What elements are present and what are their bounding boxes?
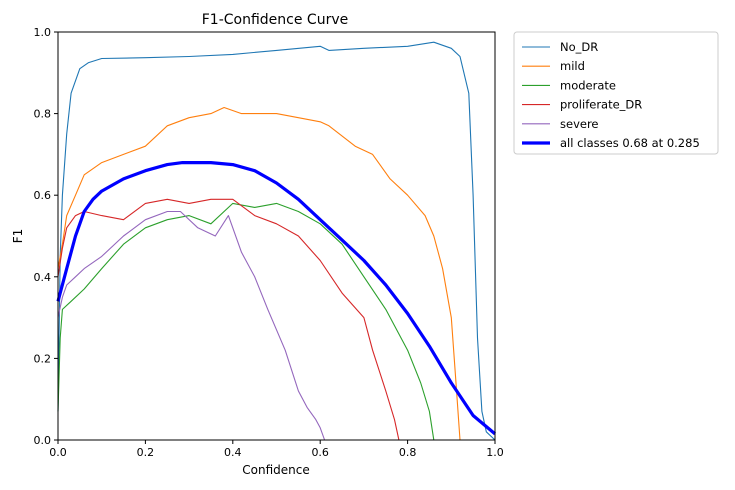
legend-label: severe	[560, 117, 599, 131]
y-tick-label: 0.4	[34, 271, 52, 284]
plot-frame	[57, 31, 496, 441]
x-tick-label: 0.8	[399, 446, 417, 459]
legend-box	[513, 31, 719, 155]
legend-label: proliferate_DR	[560, 98, 642, 112]
y-tick-label: 0.2	[34, 352, 52, 365]
series-line-3	[57, 198, 400, 441]
x-tick-label: 0.4	[224, 446, 242, 459]
x-tick-label: 1.0	[486, 446, 504, 459]
legend-label: No_DR	[560, 40, 598, 54]
y-axis-label: F1	[11, 229, 25, 244]
y-tick-label: 1.0	[34, 26, 52, 39]
chart-title: F1-Confidence Curve	[202, 12, 348, 28]
y-tick-label: 0.8	[34, 108, 52, 121]
series-line-2	[57, 202, 435, 441]
y-tick-label: 0.0	[34, 434, 52, 447]
legend-label: all classes 0.68 at 0.285	[560, 136, 700, 150]
legend-label: moderate	[560, 78, 616, 92]
x-axis-label: Confidence	[242, 463, 309, 477]
x-tick-label: 0.2	[137, 446, 155, 459]
x-tick-label: 0.0	[49, 446, 67, 459]
y-tick-label: 0.6	[34, 189, 52, 202]
plot-lines	[56, 41, 497, 441]
legend-label: mild	[560, 59, 585, 73]
x-axis-ticks: 0.0 0.2 0.4 0.6 0.8 1.0	[49, 440, 504, 459]
series-line-4	[57, 210, 326, 441]
series-line-5	[56, 161, 497, 436]
y-axis-ticks: 0.0 0.2 0.4 0.6 0.8 1.0	[34, 26, 58, 447]
series-line-1	[57, 106, 461, 441]
x-tick-label: 0.6	[311, 446, 329, 459]
series-line-0	[57, 41, 496, 441]
